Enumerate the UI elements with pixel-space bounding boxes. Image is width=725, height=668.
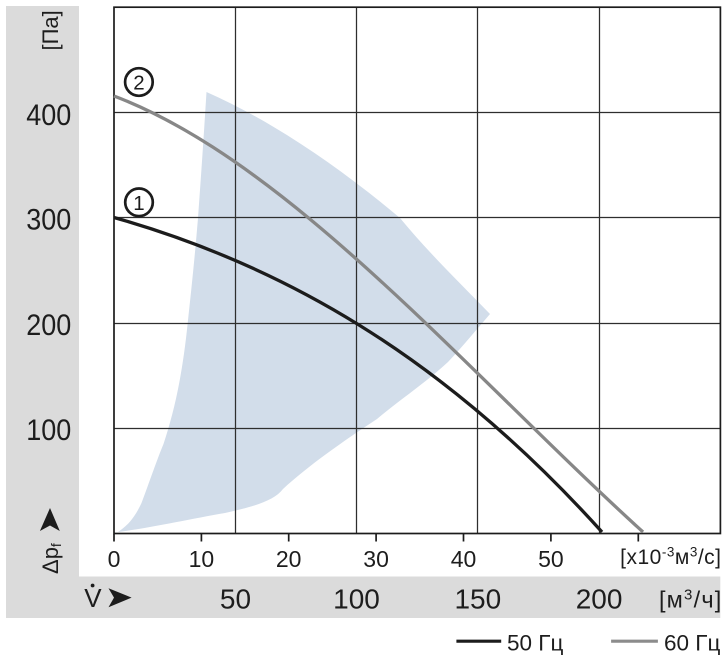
- svg-text:50: 50: [538, 546, 564, 572]
- svg-text:150: 150: [454, 584, 501, 615]
- svg-text:20: 20: [276, 546, 302, 572]
- svg-text:200: 200: [576, 584, 623, 615]
- svg-text:50 Гц: 50 Гц: [507, 631, 563, 656]
- svg-text:10: 10: [189, 546, 215, 572]
- svg-text:30: 30: [363, 546, 389, 572]
- svg-text:40: 40: [451, 546, 477, 572]
- svg-text:60 Гц: 60 Гц: [664, 631, 720, 656]
- svg-text:100: 100: [26, 414, 71, 448]
- svg-text:0: 0: [108, 546, 121, 572]
- svg-text:200: 200: [26, 309, 71, 343]
- svg-text:400: 400: [26, 99, 71, 133]
- svg-text:50: 50: [220, 584, 251, 615]
- svg-text:[Па]: [Па]: [38, 10, 63, 50]
- svg-text:100: 100: [333, 584, 380, 615]
- svg-text:300: 300: [26, 203, 71, 237]
- svg-text:V: V: [84, 583, 102, 613]
- svg-text:[x10-3м3/с]: [x10-3м3/с]: [620, 545, 721, 570]
- svg-text:1: 1: [133, 192, 144, 215]
- svg-text:Δpf: Δpf: [38, 543, 64, 574]
- svg-text:2: 2: [133, 72, 144, 95]
